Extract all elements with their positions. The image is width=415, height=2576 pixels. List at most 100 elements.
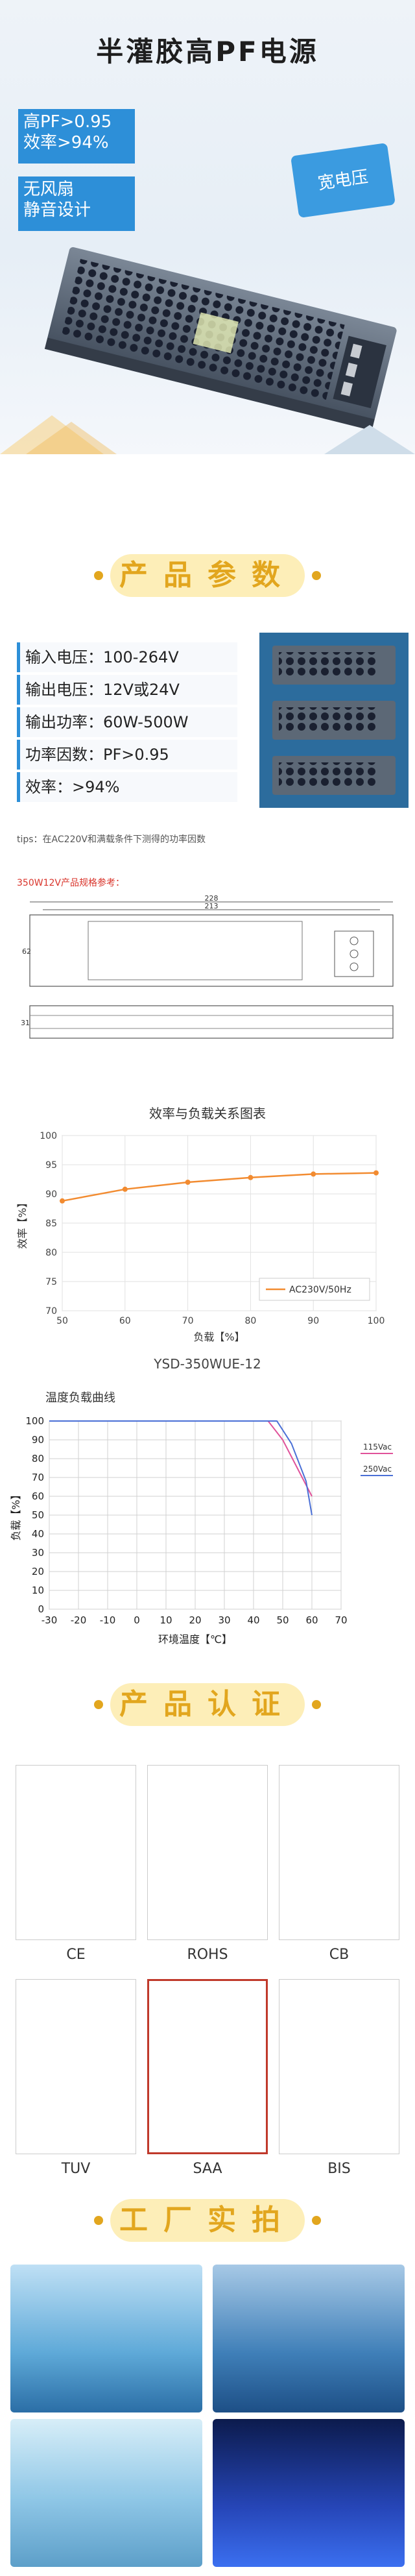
derating-chart-title: 温度负载曲线 bbox=[45, 1391, 115, 1405]
top-view-drawing: 228 213 62 bbox=[22, 895, 394, 987]
factory-heading-banner bbox=[110, 2199, 305, 2242]
params-heading-banner bbox=[110, 554, 305, 597]
data-point bbox=[60, 1198, 65, 1204]
efficiency-chart-title: 效率与负载关系图表 bbox=[149, 1106, 266, 1121]
heading-dot-left bbox=[94, 1700, 103, 1709]
param-output-voltage: 输出电压：12V或24V bbox=[17, 675, 237, 705]
y-tick-label: 85 bbox=[45, 1219, 57, 1229]
power-supply-image bbox=[44, 247, 397, 431]
y-tick-label: 95 bbox=[45, 1160, 57, 1171]
factory-photo-2 bbox=[213, 2265, 405, 2412]
dim-depth-label: 31 bbox=[21, 1019, 30, 1027]
cert-doc-saa bbox=[147, 1979, 268, 2154]
cert-doc-rohs bbox=[147, 1765, 268, 1940]
x-axis-label: 负载【%】 bbox=[193, 1331, 244, 1343]
param-list: 输入电压：100-264V 输出电压：12V或24V 输出功率：60W-500W… bbox=[17, 642, 237, 805]
pf-efficiency-tag: 高PF>0.95 效率>94% bbox=[18, 109, 135, 164]
y-axis-label: 效率【%】 bbox=[16, 1197, 29, 1248]
cert-label-cb: CB bbox=[329, 1947, 350, 1963]
param-tips: tips：在AC220V和满载条件下测得的功率因数 bbox=[17, 834, 206, 845]
x-tick-label: 50 bbox=[276, 1614, 289, 1626]
cert-grid: CE ROHS CB TUV SAA BIS bbox=[13, 1765, 402, 2177]
heading-dot-right bbox=[312, 2216, 321, 2225]
params-heading-text: 产品参数 bbox=[119, 559, 296, 592]
cert-doc-ce bbox=[16, 1765, 136, 1940]
params-heading: 产品参数 bbox=[0, 539, 415, 610]
data-point bbox=[248, 1174, 254, 1180]
efficiency-model-label: YSD-350WUE-12 bbox=[154, 1356, 261, 1372]
cert-label-bis: BIS bbox=[327, 2161, 351, 2177]
heading-dot-left bbox=[94, 571, 103, 580]
x-tick-label: 0 bbox=[134, 1614, 140, 1626]
factory-photo-1 bbox=[10, 2265, 202, 2412]
x-tick-label: -10 bbox=[100, 1614, 116, 1626]
heading-dot-left bbox=[94, 2216, 103, 2225]
efficiency-chart: 70 75 80 85 90 95 100 50 60 70 80 90 100 负载【%】 效率【%】 AC… bbox=[16, 1131, 385, 1343]
y-tick-label: 60 bbox=[32, 1490, 44, 1502]
efficiency-label: 效率>94% bbox=[23, 133, 109, 152]
data-point bbox=[122, 1186, 128, 1192]
x-tick-label: 70 bbox=[182, 1316, 194, 1326]
legend-label: 250Vac bbox=[363, 1464, 392, 1474]
y-tick-label: 20 bbox=[32, 1566, 44, 1577]
y-axis-label: 负载【%】 bbox=[10, 1489, 22, 1540]
data-point bbox=[374, 1170, 379, 1176]
data-point bbox=[311, 1171, 316, 1177]
cert-doc-cb bbox=[279, 1765, 399, 1940]
factory-heading: 工厂实拍 bbox=[0, 2183, 415, 2255]
param-input-voltage: 输入电压：100-264V bbox=[17, 642, 237, 672]
y-tick-label: 90 bbox=[32, 1434, 44, 1446]
derating-chart: 0 10 20 30 40 50 60 70 80 90 100 -30 -20 -10 0 10 20 30 40… bbox=[10, 1415, 393, 1646]
legend-label: 115Vac bbox=[363, 1442, 392, 1452]
param-efficiency: 效率：>94% bbox=[17, 772, 237, 802]
dim-inner-label: 213 bbox=[205, 902, 219, 910]
cert-label-ce: CE bbox=[66, 1947, 86, 1963]
decorative-triangles bbox=[0, 415, 415, 454]
hero-title: 半灌胶高PF电源 bbox=[96, 36, 319, 67]
cert-heading-text: 产品认证 bbox=[119, 1688, 296, 1721]
x-tick-label: 20 bbox=[189, 1614, 201, 1626]
y-tick-label: 40 bbox=[32, 1528, 44, 1540]
x-tick-label: 60 bbox=[119, 1316, 131, 1326]
fanless-label: 无风扇 bbox=[23, 180, 75, 199]
data-point bbox=[185, 1180, 191, 1185]
y-tick-label: 75 bbox=[45, 1277, 57, 1287]
y-tick-label: 30 bbox=[32, 1547, 44, 1559]
x-axis-label: 环境温度【℃】 bbox=[158, 1633, 232, 1646]
fanless-tag: 无风扇 静音设计 bbox=[18, 176, 135, 231]
x-tick-label: -30 bbox=[42, 1614, 58, 1626]
heading-dot-right bbox=[312, 1700, 321, 1709]
y-tick-label: 70 bbox=[45, 1306, 57, 1317]
legend-label: AC230V/50Hz bbox=[289, 1285, 351, 1295]
x-tick-label: 30 bbox=[218, 1614, 230, 1626]
pf-label: 高PF>0.95 bbox=[23, 112, 112, 132]
y-tick-label: 70 bbox=[32, 1472, 44, 1483]
y-tick-label: 100 bbox=[25, 1415, 44, 1427]
derating-chart-block: 温度负载曲线 0 10 20 30 40 50 60 70 80 90 100 -30 -20 -10 0 1… bbox=[0, 1389, 415, 1661]
dim-total-label: 228 bbox=[205, 895, 219, 903]
hero-banner: 半灌胶高PF电源 高PF>0.95 效率>94% 无风扇 静音设计 宽电压 bbox=[0, 0, 415, 454]
cert-doc-tuv bbox=[16, 1979, 136, 2154]
cert-heading: 产品认证 bbox=[0, 1668, 415, 1739]
x-tick-label: 60 bbox=[305, 1614, 318, 1626]
x-tick-label: 80 bbox=[244, 1316, 256, 1326]
cert-doc-bis bbox=[279, 1979, 399, 2154]
x-tick-label: 90 bbox=[307, 1316, 319, 1326]
y-tick-label: 50 bbox=[32, 1509, 44, 1521]
cert-heading-banner bbox=[110, 1683, 305, 1726]
drawing-note: 350W12V产品规格参考： bbox=[17, 878, 124, 888]
factory-photo-3 bbox=[10, 2419, 202, 2567]
dim-height-label: 62 bbox=[22, 947, 31, 956]
wide-voltage-bubble: 宽电压 bbox=[290, 143, 396, 218]
x-tick-label: 10 bbox=[160, 1614, 172, 1626]
heading-dot-right bbox=[312, 571, 321, 580]
silent-label: 静音设计 bbox=[23, 200, 91, 220]
y-tick-label: 100 bbox=[40, 1131, 57, 1141]
cert-label-tuv: TUV bbox=[61, 2161, 91, 2177]
cert-label-rohs: ROHS bbox=[187, 1947, 228, 1963]
x-tick-label: 100 bbox=[368, 1316, 385, 1326]
series-line bbox=[62, 1172, 377, 1202]
y-tick-label: 10 bbox=[32, 1585, 44, 1596]
param-output-power: 输出功率：60W-500W bbox=[17, 707, 237, 737]
